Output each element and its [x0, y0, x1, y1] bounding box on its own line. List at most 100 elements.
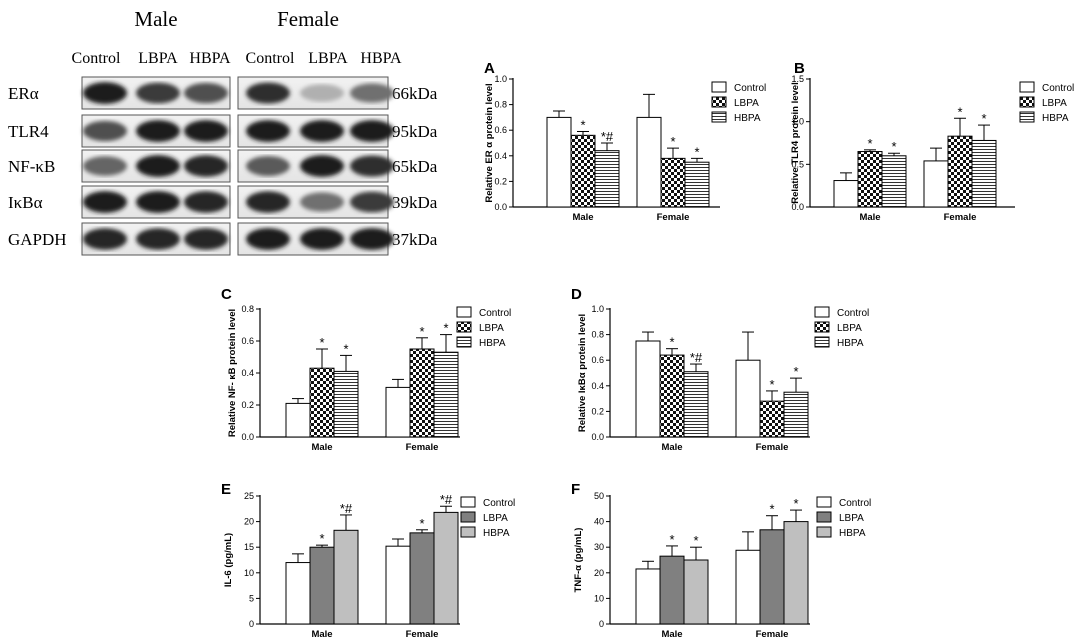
y-tick-label: 0.4: [591, 381, 604, 391]
y-tick-label: 0.4: [494, 151, 507, 161]
legend-swatch-control: [816, 496, 832, 508]
y-tick-label: 20: [594, 568, 604, 578]
x-category-label: Female: [756, 629, 789, 640]
y-tick-label: 0.6: [241, 336, 254, 346]
x-category-label: Male: [661, 629, 682, 640]
significance-mark: *: [319, 335, 324, 350]
bar-lbpa-male: [659, 555, 685, 625]
y-tick-label: 0: [599, 619, 604, 629]
blot-size-label: 39kDa: [392, 193, 438, 212]
significance-mark: *: [793, 364, 798, 379]
bar-lbpa-male: [857, 151, 883, 208]
significance-mark: *: [443, 321, 448, 336]
x-category-label: Female: [944, 212, 977, 223]
blot-band: [246, 156, 290, 176]
bar-hbpa-female: [783, 521, 809, 625]
bar-lbpa-female: [409, 532, 435, 625]
legend-label-lbpa: LBPA: [479, 323, 504, 334]
blot-band: [246, 120, 290, 142]
chart-panel-F: F 0 10 20 30 40 50 TNF-α (pg/mL) * * Male * * Female C…: [571, 481, 871, 640]
blot-protein-label: ERα: [8, 84, 39, 103]
significance-mark: *: [580, 117, 585, 132]
bar-hbpa-female: [684, 161, 710, 208]
y-axis-label: Relative TLR4 protein level: [790, 82, 801, 203]
bar-lbpa-male: [659, 354, 685, 438]
blot-band: [300, 192, 344, 212]
significance-mark: *: [793, 496, 798, 511]
panel-letter: D: [571, 286, 582, 303]
x-category-label: Female: [657, 212, 690, 223]
panel-letter: C: [221, 286, 232, 303]
legend-label-hbpa: HBPA: [839, 528, 866, 539]
bar-control-female: [385, 545, 411, 625]
bar-lbpa-male: [309, 546, 335, 625]
blot-size-label: 95kDa: [392, 122, 438, 141]
bar-hbpa-male: [881, 155, 907, 208]
significance-mark: *#: [690, 350, 703, 365]
bar-control-female: [735, 359, 761, 438]
lane-label-lbpa-female: LBPA: [308, 50, 348, 67]
legend-label-control: Control: [1042, 83, 1074, 94]
significance-mark: *: [669, 335, 674, 350]
y-tick-label: 0.8: [591, 330, 604, 340]
bar-control-male: [546, 116, 572, 208]
legend-swatch-lbpa: [456, 321, 472, 333]
y-axis-label: Relative NF- κB protein level: [227, 309, 238, 437]
y-tick-label: 1.0: [494, 74, 507, 84]
x-category-label: Female: [406, 442, 439, 453]
legend-label-control: Control: [479, 308, 511, 319]
y-tick-label: 0.0: [791, 202, 804, 212]
y-tick-label: 1.5: [791, 74, 804, 84]
legend-label-lbpa: LBPA: [839, 513, 864, 524]
y-axis-label: Relative ER α protein level: [484, 83, 495, 202]
blot-band: [83, 156, 127, 176]
blot-band: [246, 191, 290, 213]
significance-mark: *: [669, 532, 674, 547]
y-tick-label: 1.0: [591, 304, 604, 314]
significance-mark: *: [867, 136, 872, 151]
y-tick-label: 0.6: [591, 355, 604, 365]
bar-lbpa-female: [759, 529, 785, 625]
blot-band: [246, 82, 290, 104]
significance-mark: *: [319, 531, 324, 546]
legend-label-hbpa: HBPA: [837, 338, 864, 349]
x-category-label: Male: [311, 442, 332, 453]
bar-hbpa-male: [683, 371, 709, 438]
blot-band: [136, 228, 180, 250]
y-tick-label: 0.0: [591, 432, 604, 442]
legend-label-lbpa: LBPA: [734, 98, 759, 109]
blot-protein-label: GAPDH: [8, 230, 67, 249]
y-tick-label: 0.5: [791, 159, 804, 169]
y-tick-label: 0.8: [241, 304, 254, 314]
lane-label-control-female: Control: [246, 50, 295, 67]
y-tick-label: 30: [594, 542, 604, 552]
y-tick-label: 0.4: [241, 368, 254, 378]
significance-mark: *: [694, 144, 699, 159]
blot-band: [83, 82, 127, 104]
legend-swatch-hbpa: [711, 111, 727, 123]
bar-control-male: [285, 562, 311, 625]
bar-control-male: [833, 180, 859, 208]
bar-hbpa-male: [333, 529, 359, 625]
y-tick-label: 0.0: [494, 202, 507, 212]
blot-band: [184, 155, 228, 177]
y-tick-label: 0.2: [494, 176, 507, 186]
bar-control-female: [923, 160, 949, 208]
y-tick-label: 25: [244, 491, 254, 501]
blot-band: [136, 82, 180, 104]
blot-band: [350, 120, 394, 142]
y-tick-label: 0.8: [494, 100, 507, 110]
blot-band: [300, 84, 344, 102]
blot-band: [350, 83, 394, 103]
group-label-female: Female: [277, 7, 339, 31]
legend-swatch-control: [456, 306, 472, 318]
significance-mark: *#: [440, 492, 453, 507]
bar-lbpa-male: [570, 134, 596, 208]
y-tick-label: 15: [244, 542, 254, 552]
bar-control-male: [635, 340, 661, 438]
legend-swatch-lbpa: [460, 511, 476, 523]
bar-lbpa-female: [409, 348, 435, 438]
blot-band: [350, 228, 394, 250]
